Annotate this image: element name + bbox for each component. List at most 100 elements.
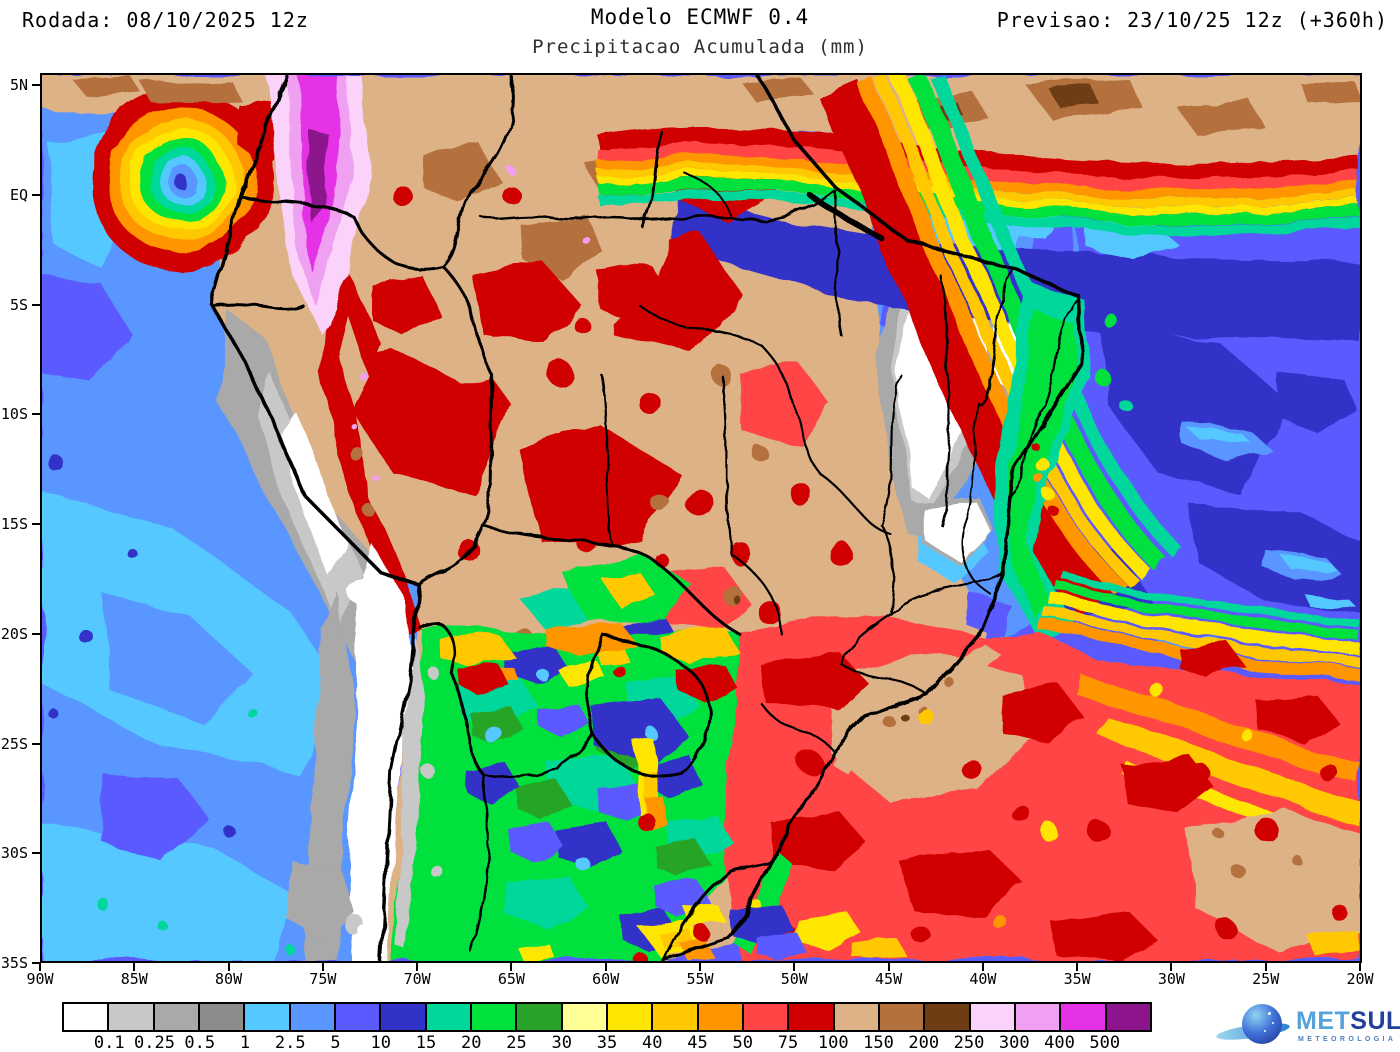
model-title: Modelo ECMWF 0.4: [590, 5, 810, 29]
legend-cell: [653, 1004, 699, 1030]
precipitation-field: [42, 75, 1360, 961]
y-axis-label: 25S: [0, 734, 28, 753]
legend-cell: [743, 1004, 790, 1030]
x-axis-tick: [39, 963, 41, 971]
x-axis-tick: [699, 963, 701, 971]
legend-value: 2.5: [274, 1033, 306, 1052]
legend-value: 50: [732, 1033, 753, 1052]
legend-cell: [607, 1004, 654, 1030]
x-axis-label: 55W: [686, 970, 714, 988]
y-axis-tick: [32, 523, 40, 525]
legend-cell: [1061, 1004, 1107, 1030]
x-axis-tick: [793, 963, 796, 971]
y-axis-label: 5N: [9, 76, 28, 94]
precipitation-map: [40, 73, 1362, 963]
metsul-logo: METSUL METEOROLOGIA: [1215, 1001, 1400, 1051]
x-axis-label: 20W: [1346, 970, 1374, 988]
legend-value: 15: [415, 1033, 437, 1052]
x-axis-label: 50W: [780, 970, 808, 988]
legend-cell: [879, 1004, 926, 1030]
legend-value: 500: [1089, 1033, 1121, 1052]
legend-cell: [562, 1004, 608, 1030]
x-axis-tick: [604, 963, 607, 971]
y-axis-tick: [32, 193, 40, 196]
logo-brand-second: SUL: [1350, 1007, 1400, 1035]
x-axis-tick: [887, 963, 890, 971]
x-axis-label: 65W: [497, 970, 525, 988]
x-axis-tick: [1359, 963, 1361, 971]
legend-cell: [381, 1004, 427, 1030]
legend-cell: [335, 1004, 382, 1030]
logo-globe-icon: [1242, 1004, 1282, 1044]
y-axis-tick: [32, 84, 40, 86]
legend-cell: [925, 1004, 971, 1030]
legend-cell: [1015, 1004, 1062, 1030]
x-axis-tick: [1076, 963, 1079, 971]
logo-star: [1268, 1012, 1271, 1015]
y-axis-tick: [32, 303, 40, 306]
legend-cell: [1106, 1004, 1150, 1030]
legend-value: 300: [998, 1033, 1030, 1052]
y-axis-label: 5S: [9, 295, 28, 314]
x-axis-label: 85W: [120, 970, 148, 988]
legend-value: 30: [551, 1033, 572, 1052]
legend-cell: [698, 1004, 744, 1030]
logo-star: [1272, 1022, 1274, 1024]
x-axis-label: 35W: [1063, 970, 1091, 988]
legend-value: 150: [863, 1033, 894, 1052]
legend-value: 400: [1044, 1033, 1075, 1052]
legend-cell: [245, 1004, 291, 1030]
x-axis-label: 30W: [1157, 970, 1185, 988]
legend-value: 200: [908, 1033, 940, 1052]
legend-value: 0.5: [184, 1033, 216, 1052]
legend-value: 100: [817, 1033, 849, 1052]
legend-value: 1: [239, 1033, 251, 1052]
x-axis-tick: [981, 963, 984, 971]
legend-cell: [517, 1004, 563, 1030]
legend-cell: [789, 1004, 835, 1030]
y-axis-tick: [32, 852, 40, 855]
x-axis-label: 45W: [875, 970, 903, 988]
y-axis-label: 20S: [0, 624, 28, 643]
legend-value: 0.1: [93, 1033, 125, 1052]
title-block: Modelo ECMWF 0.4 Precipitacao Acumulada …: [0, 5, 1400, 58]
y-axis-tick: [32, 742, 40, 745]
map-subtitle: Precipitacao Acumulada (mm): [532, 36, 868, 58]
legend-value: 75: [777, 1033, 799, 1052]
legend-cell: [154, 1004, 200, 1030]
x-axis-tick: [133, 963, 136, 971]
y-axis-tick: [32, 962, 40, 964]
logo-star: [1264, 1030, 1266, 1032]
y-axis-label: 10S: [0, 405, 28, 424]
y-axis-label: 35S: [0, 954, 28, 972]
legend-value: 25: [506, 1033, 527, 1052]
x-axis-label: 75W: [309, 970, 337, 988]
x-axis-label: 70W: [403, 970, 431, 988]
x-axis-label: 80W: [215, 970, 243, 988]
y-axis-label: 15S: [0, 515, 28, 533]
legend-cell: [109, 1004, 155, 1030]
legend-labels: 0.1 0.25 0.5 1 2.5 5 10 15 20 25 30 35 40 45 50 75 100 15…: [62, 1033, 1152, 1052]
legend-value: 5: [330, 1033, 341, 1052]
x-axis-label: 60W: [592, 970, 620, 988]
x-axis-tick: [1170, 963, 1173, 971]
x-axis-tick: [321, 963, 324, 971]
x-axis-tick: [1264, 963, 1267, 971]
x-axis-label: 90W: [26, 970, 54, 988]
logo-brand-first: MET: [1296, 1007, 1351, 1035]
legend-value: 0.25: [134, 1033, 175, 1052]
legend-value: 35: [596, 1033, 618, 1052]
forecast-label: Previsao: 23/10/25 12z (+360h): [996, 8, 1388, 32]
y-axis-label: 30S: [0, 844, 28, 863]
logo-brand-text: METSUL: [1296, 1007, 1400, 1036]
legend-cell: [834, 1004, 880, 1030]
legend-value: 20: [461, 1033, 482, 1052]
legend-value: 45: [687, 1033, 708, 1052]
legend-cell: [199, 1004, 246, 1030]
run-label: Rodada: 08/10/2025 12z: [22, 8, 309, 32]
legend-cell: [970, 1004, 1016, 1030]
legend-value: 40: [642, 1033, 663, 1052]
x-axis: 90W 85W 80W 75W 70W 65W 60W 55W 50W 45W 40W 35W 30W 2…: [0, 963, 1400, 989]
legend-cell: [471, 1004, 518, 1030]
